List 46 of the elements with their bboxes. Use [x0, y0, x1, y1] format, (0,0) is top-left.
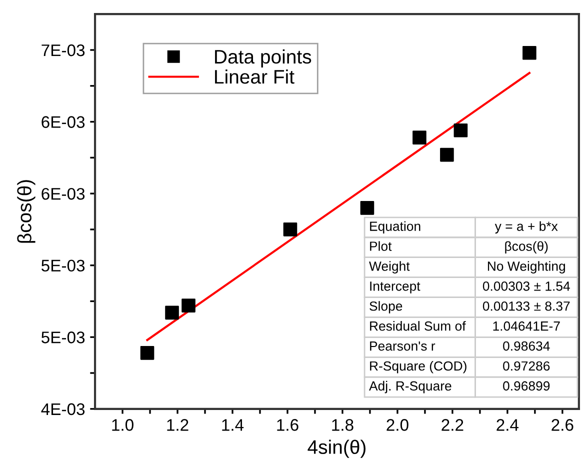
y-tick-label: 5E-03	[42, 332, 85, 344]
x-axis-title: 4sin(θ)	[308, 440, 366, 458]
point	[140, 346, 154, 360]
annotation: 0.00303 ± 1.54	[482, 281, 570, 291]
x-tick-label: 2.0	[386, 419, 408, 431]
point	[360, 201, 374, 215]
point	[283, 222, 298, 236]
y-axis-title: βcos(θ)	[17, 180, 36, 243]
annotation: 0.96899	[503, 381, 550, 391]
annotation: Plot	[370, 241, 392, 251]
annotation: Pearson's r	[370, 341, 436, 351]
legend-label: Data points	[215, 49, 312, 68]
y-tick-label: 4E-03	[41, 403, 85, 416]
x-tick-label: 1.0	[112, 419, 134, 431]
x-tick-label: 2.6	[552, 419, 574, 431]
point	[440, 148, 454, 162]
x-tick-label: 1.6	[277, 419, 298, 431]
annotation: Equation	[370, 221, 420, 234]
point	[412, 130, 426, 144]
point	[522, 46, 536, 60]
x-tick-label: 1.8	[332, 419, 354, 431]
point	[454, 123, 468, 138]
annotation: Adj. R-Square	[369, 380, 452, 394]
y-tick-label: 6E-03	[42, 188, 85, 200]
annotation: 0.98634	[503, 341, 550, 351]
y-tick-label: 6E-03	[42, 116, 85, 128]
annotation: βcos(θ)	[505, 241, 548, 254]
annotation: 1.04641E-7	[493, 321, 560, 331]
y-tick-label: 5E-03	[42, 260, 85, 272]
legend-label: Linear Fit	[215, 69, 294, 84]
x-tick-label: 1.4	[222, 419, 244, 431]
point	[165, 306, 179, 320]
point	[182, 298, 196, 312]
x-tick-label: 1.2	[167, 419, 188, 431]
x-tick-label: 2.2	[442, 419, 464, 431]
annotation: y = a + b*x	[494, 221, 558, 234]
annotation: Slope	[370, 301, 402, 314]
annotation: 0.97286	[503, 361, 550, 371]
annotation: 0.00133 ± 8.37	[482, 301, 570, 311]
x-tick-label: 2.4	[496, 419, 519, 431]
annotation: Weight	[369, 261, 410, 274]
annotation: Intercept	[370, 282, 420, 294]
annotation: R-Square (COD)	[370, 360, 466, 374]
annotation: Residual Sum of	[370, 321, 466, 331]
y-tick-label: 7E-03	[42, 44, 85, 56]
annotation: No Weighting	[488, 261, 566, 274]
